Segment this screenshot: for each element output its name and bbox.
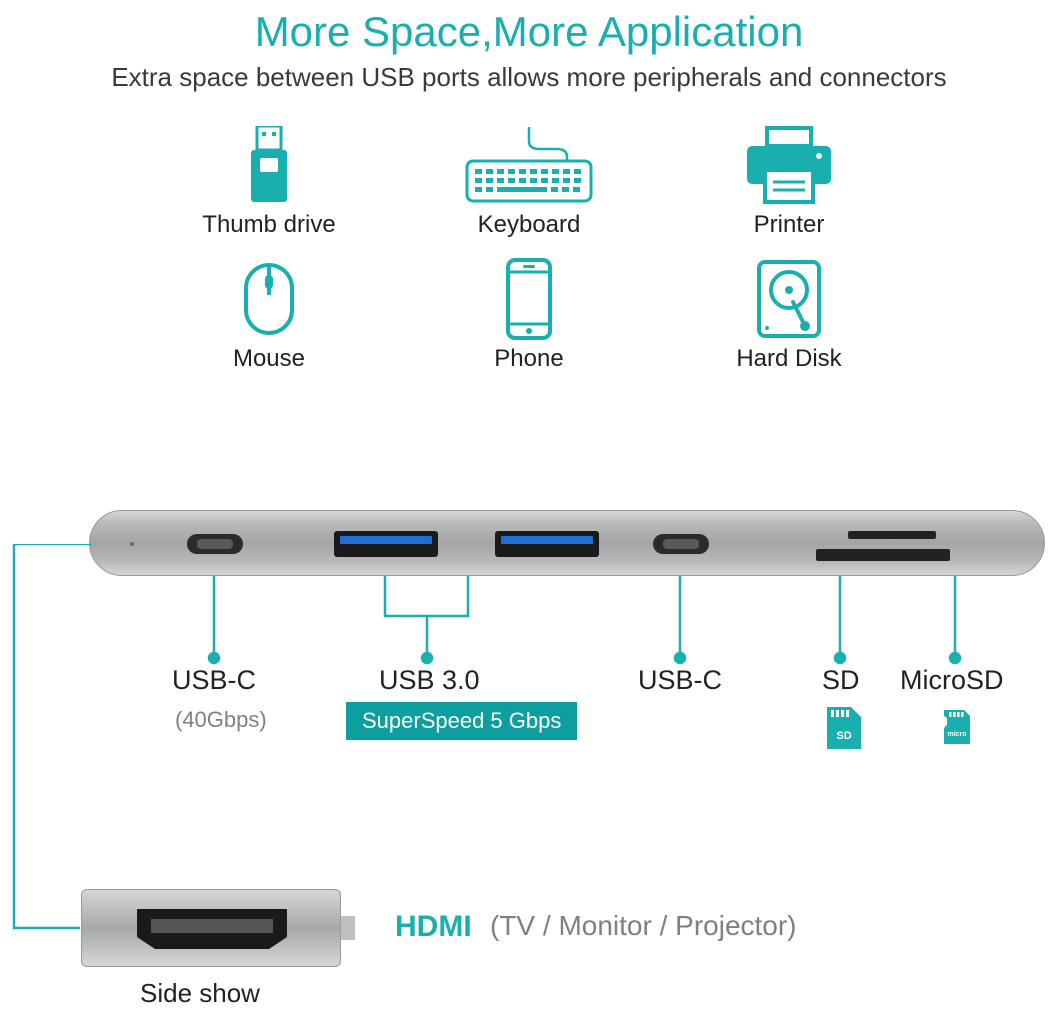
hdmi-callout-line [0,544,100,934]
hdmi-side-view [81,889,341,967]
peripheral-label: Thumb drive [202,211,335,239]
peripheral-phone: Phone [399,257,659,373]
side-show-label: Side show [140,978,260,1009]
badge-superspeed: SuperSpeed 5 Gbps [346,702,577,740]
microsd-card-icon: micro [942,708,972,746]
label-usb30: USB 3.0 [379,665,480,696]
sd-card-icon: SD [825,705,863,751]
label-usb-c-1: USB-C [172,665,256,696]
peripheral-label: Hard Disk [736,345,841,373]
hdmi-sub: (TV / Monitor / Projector) [490,910,797,942]
peripheral-label: Mouse [233,345,305,373]
usb-hub [89,510,1045,576]
printer-icon [743,123,835,207]
port-usb-c-2 [653,534,709,554]
peripheral-mouse: Mouse [139,257,399,373]
peripheral-grid: Thumb drive Keyboard [139,123,919,373]
hdmi-connector-tip [341,908,355,948]
mouse-icon [240,257,298,341]
port-usb-a-1 [334,531,438,557]
peripheral-printer: Printer [659,123,919,239]
slot-microsd [848,531,936,539]
label-microsd: MicroSD [900,665,1004,696]
keyboard-icon [465,123,593,207]
svg-text:SD: SD [836,730,851,742]
label-usb-c-2: USB-C [638,665,722,696]
phone-icon [504,257,554,341]
peripheral-label: Keyboard [478,211,581,239]
hdmi-label: HDMI [395,910,472,944]
slot-sd [816,549,950,561]
page-subtitle: Extra space between USB ports allows mor… [0,62,1058,93]
label-usb-c-1-sub: (40Gbps) [175,707,267,733]
hard-disk-icon [755,257,823,341]
peripheral-keyboard: Keyboard [399,123,659,239]
port-usb-c-1 [187,534,243,554]
port-usb-a-2 [495,531,599,557]
peripheral-label: Printer [754,211,825,239]
hdmi-port-icon [137,909,287,949]
peripheral-hard-disk: Hard Disk [659,257,919,373]
peripheral-thumb-drive: Thumb drive [139,123,399,239]
label-sd: SD [822,665,860,696]
page-title: More Space,More Application [0,0,1058,56]
thumb-drive-icon [245,123,293,207]
peripheral-label: Phone [494,345,563,373]
svg-text:micro: micro [947,731,966,738]
